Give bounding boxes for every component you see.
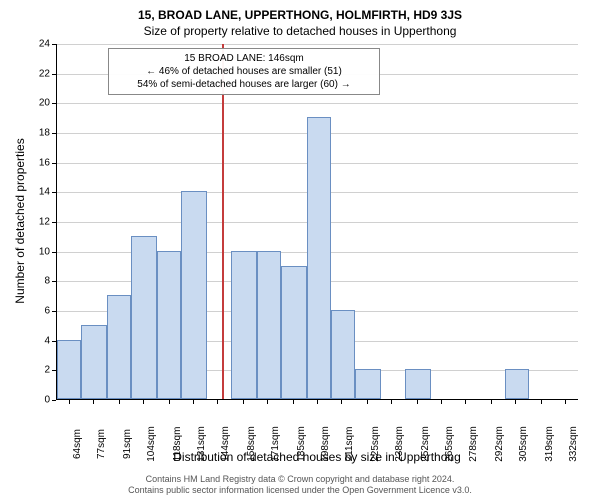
- ytick-label: 12: [0, 217, 50, 228]
- xtick-mark: [317, 400, 318, 404]
- xtick-label: 77sqm: [96, 429, 107, 459]
- ytick-mark: [52, 341, 56, 342]
- xtick-mark: [417, 400, 418, 404]
- plot-area: [56, 44, 578, 400]
- histogram-bar: [57, 340, 81, 399]
- xtick-mark: [465, 400, 466, 404]
- footer-line2: Contains public sector information licen…: [0, 485, 600, 496]
- annotation-line3: 54% of semi-detached houses are larger (…: [115, 78, 373, 91]
- ytick-mark: [52, 252, 56, 253]
- xtick-label: 158sqm: [246, 426, 257, 462]
- chart-container: 15, BROAD LANE, UPPERTHONG, HOLMFIRTH, H…: [0, 0, 600, 500]
- ytick-label: 16: [0, 157, 50, 168]
- xtick-mark: [341, 400, 342, 404]
- xtick-label: 225sqm: [370, 426, 381, 462]
- histogram-bar: [181, 191, 207, 399]
- ytick-label: 6: [0, 306, 50, 317]
- ytick-label: 8: [0, 276, 50, 287]
- annotation-box: 15 BROAD LANE: 146sqm ← 46% of detached …: [108, 48, 380, 95]
- histogram-bar: [307, 117, 331, 399]
- footer-attribution: Contains HM Land Registry data © Crown c…: [0, 474, 600, 496]
- xtick-mark: [267, 400, 268, 404]
- ytick-mark: [52, 133, 56, 134]
- ytick-label: 20: [0, 98, 50, 109]
- xtick-label: 118sqm: [172, 427, 183, 462]
- histogram-bar: [131, 236, 157, 399]
- xtick-mark: [391, 400, 392, 404]
- address-title: 15, BROAD LANE, UPPERTHONG, HOLMFIRTH, H…: [0, 0, 600, 22]
- ytick-label: 0: [0, 395, 50, 406]
- histogram-bar: [405, 369, 431, 399]
- histogram-bar: [281, 266, 307, 400]
- xtick-label: 305sqm: [518, 426, 529, 462]
- xtick-mark: [293, 400, 294, 404]
- xtick-mark: [93, 400, 94, 404]
- ytick-label: 22: [0, 68, 50, 79]
- footer-line1: Contains HM Land Registry data © Crown c…: [0, 474, 600, 485]
- ytick-mark: [52, 281, 56, 282]
- xtick-label: 319sqm: [544, 426, 555, 462]
- histogram-bar: [157, 251, 181, 399]
- histogram-bar: [331, 310, 355, 399]
- xtick-mark: [143, 400, 144, 404]
- gridline: [57, 103, 578, 104]
- histogram-bar: [355, 369, 381, 399]
- xtick-label: 265sqm: [444, 426, 455, 462]
- histogram-bar: [505, 369, 529, 399]
- xtick-mark: [515, 400, 516, 404]
- ytick-mark: [52, 192, 56, 193]
- ytick-label: 14: [0, 187, 50, 198]
- ytick-mark: [52, 103, 56, 104]
- xtick-label: 64sqm: [72, 429, 83, 459]
- xtick-mark: [367, 400, 368, 404]
- xtick-label: 185sqm: [296, 426, 307, 462]
- ytick-label: 18: [0, 128, 50, 139]
- xtick-mark: [169, 400, 170, 404]
- xtick-label: 198sqm: [320, 426, 331, 462]
- ytick-mark: [52, 370, 56, 371]
- xtick-mark: [243, 400, 244, 404]
- histogram-bar: [81, 325, 107, 399]
- ytick-label: 24: [0, 39, 50, 50]
- xtick-label: 104sqm: [146, 426, 157, 462]
- xtick-label: 332sqm: [568, 426, 579, 462]
- xtick-mark: [193, 400, 194, 404]
- xtick-mark: [541, 400, 542, 404]
- ytick-label: 4: [0, 335, 50, 346]
- xtick-label: 211sqm: [344, 427, 355, 462]
- xtick-mark: [565, 400, 566, 404]
- histogram-bar: [257, 251, 281, 399]
- ytick-mark: [52, 74, 56, 75]
- xtick-label: 278sqm: [468, 426, 479, 462]
- ytick-mark: [52, 311, 56, 312]
- xtick-mark: [491, 400, 492, 404]
- xtick-label: 131sqm: [196, 426, 207, 462]
- ytick-mark: [52, 400, 56, 401]
- xtick-mark: [217, 400, 218, 404]
- xtick-label: 144sqm: [220, 426, 231, 462]
- annotation-line1: 15 BROAD LANE: 146sqm: [115, 52, 373, 65]
- ytick-label: 10: [0, 246, 50, 257]
- ytick-mark: [52, 44, 56, 45]
- ytick-label: 2: [0, 365, 50, 376]
- gridline: [57, 44, 578, 45]
- xtick-label: 252sqm: [420, 426, 431, 462]
- xtick-label: 91sqm: [122, 429, 133, 459]
- xtick-label: 171sqm: [270, 426, 281, 462]
- xtick-label: 292sqm: [494, 426, 505, 462]
- annotation-line2: ← 46% of detached houses are smaller (51…: [115, 65, 373, 78]
- subtitle: Size of property relative to detached ho…: [0, 22, 600, 42]
- xtick-mark: [69, 400, 70, 404]
- ytick-mark: [52, 222, 56, 223]
- xtick-mark: [441, 400, 442, 404]
- ytick-mark: [52, 163, 56, 164]
- reference-line: [222, 44, 224, 399]
- xtick-mark: [119, 400, 120, 404]
- histogram-bar: [231, 251, 257, 399]
- histogram-bar: [107, 295, 131, 399]
- xtick-label: 238sqm: [394, 426, 405, 462]
